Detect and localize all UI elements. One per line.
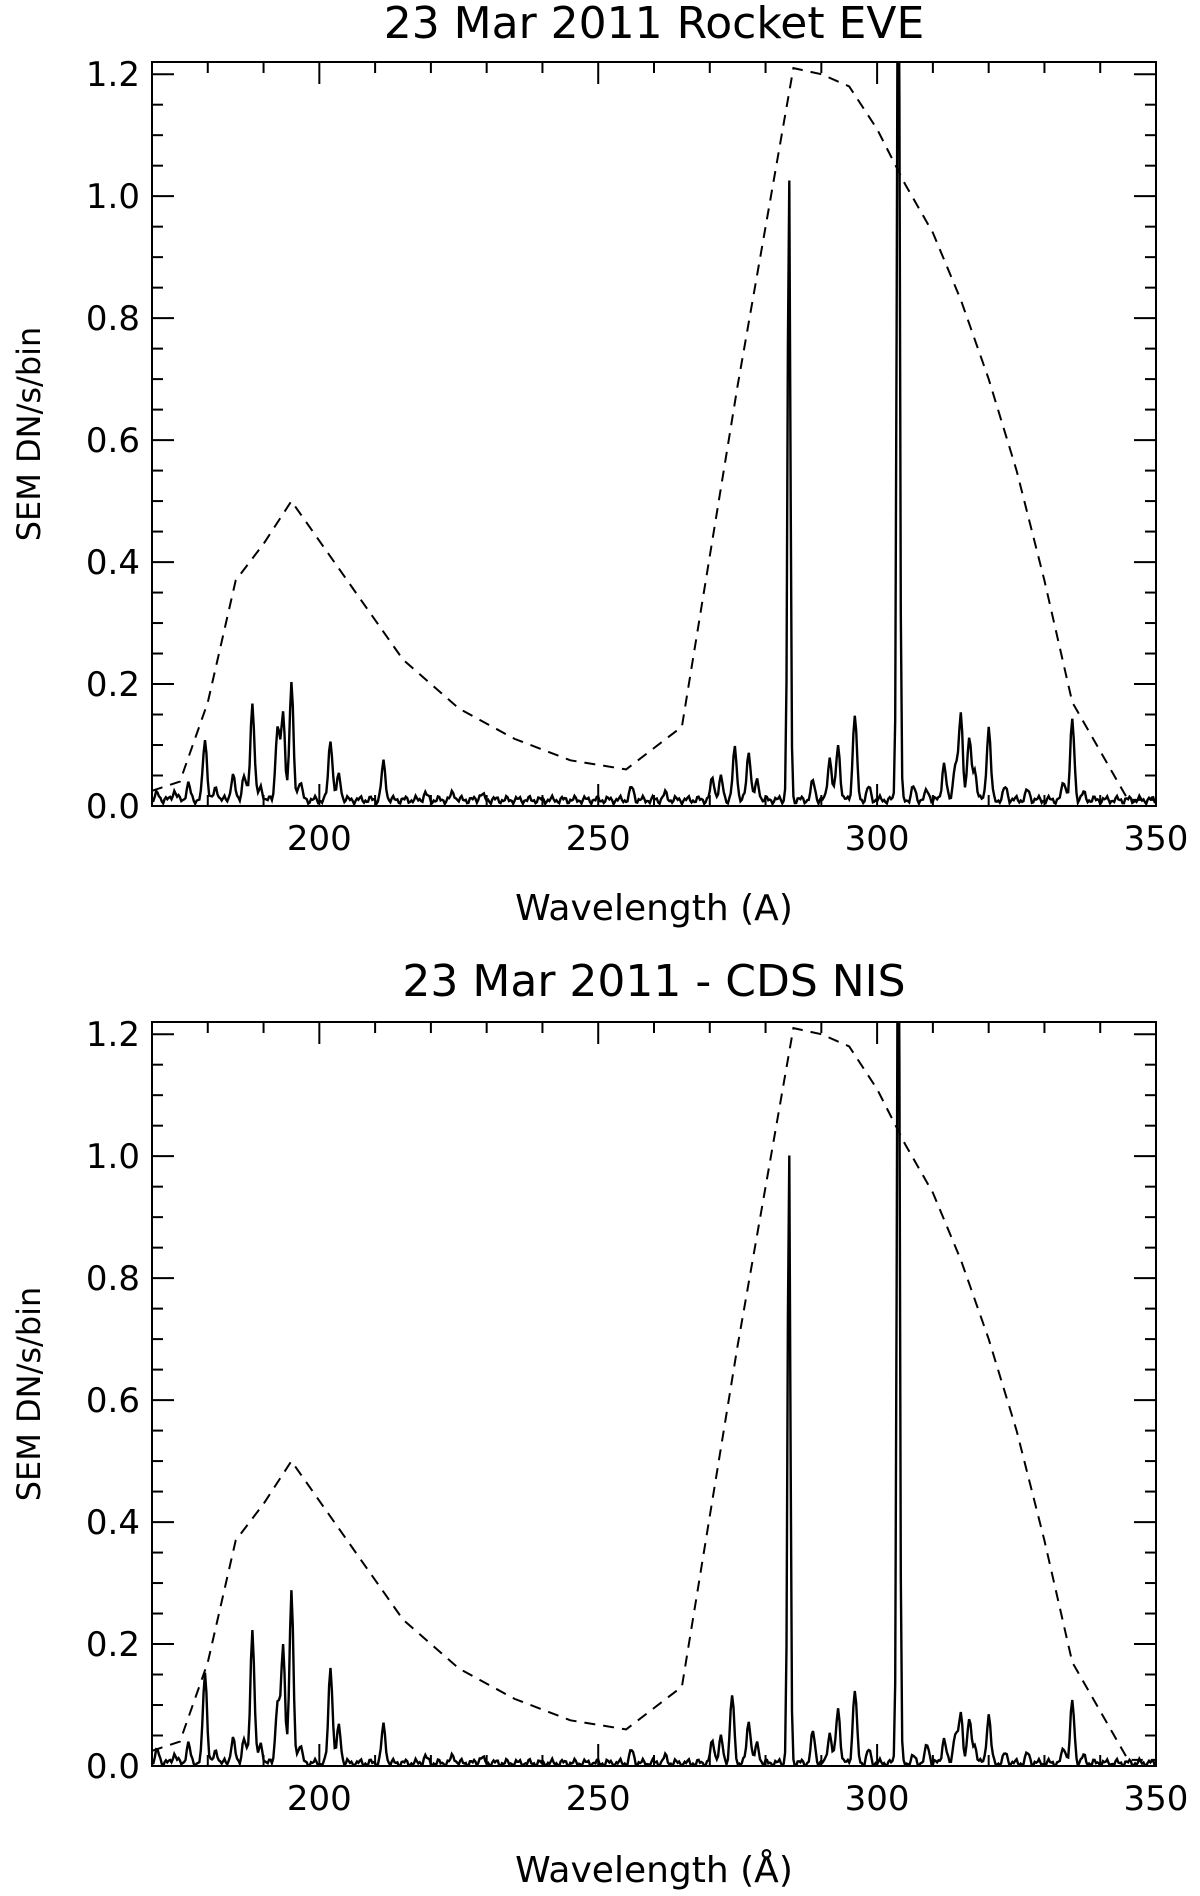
y-tick-label: 0.4 xyxy=(86,1503,140,1543)
x-tick-label: 200 xyxy=(287,1779,352,1819)
y-tick-label: 0.6 xyxy=(86,421,140,461)
x-tick-label: 350 xyxy=(1124,1779,1189,1819)
y-tick-label: 0.0 xyxy=(86,1747,140,1787)
chart-panel-rocket-eve: 23 Mar 2011 Rocket EVE SEM DN/s/bin Wave… xyxy=(10,0,1188,929)
x-tick-label: 300 xyxy=(845,819,910,859)
y-axis-label: SEM DN/s/bin xyxy=(10,1287,48,1502)
x-tick-label: 200 xyxy=(287,819,352,859)
plot-frame xyxy=(151,61,1157,807)
x-tick-label: 350 xyxy=(1124,819,1189,859)
x-tick-label: 250 xyxy=(566,1779,631,1819)
y-axis-label: SEM DN/s/bin xyxy=(10,327,48,542)
chart-panel-cds-nis: 23 Mar 2011 - CDS NIS SEM DN/s/bin Wavel… xyxy=(10,956,1189,1891)
spectrum-line xyxy=(152,1022,1156,1766)
chart-title: 23 Mar 2011 - CDS NIS xyxy=(402,956,905,1007)
response-curve-dashed xyxy=(152,1026,1156,1761)
y-tick-label: 0.6 xyxy=(86,1381,140,1421)
y-tick-label: 0.8 xyxy=(86,299,140,339)
x-axis-label: Wavelength (A) xyxy=(515,888,793,929)
y-tick-label: 0.8 xyxy=(86,1259,140,1299)
y-tick-label: 1.0 xyxy=(86,1137,140,1177)
response-curve-dashed xyxy=(152,66,1156,801)
y-tick-label: 1.0 xyxy=(86,177,140,217)
y-tick-label: 0.4 xyxy=(86,543,140,583)
y-tick-label: 0.2 xyxy=(86,665,140,705)
x-tick-label: 300 xyxy=(845,1779,910,1819)
y-tick-label: 1.2 xyxy=(86,55,140,95)
chart-title: 23 Mar 2011 Rocket EVE xyxy=(384,0,925,49)
y-tick-label: 0.0 xyxy=(86,787,140,827)
y-tick-label: 0.2 xyxy=(86,1625,140,1665)
x-tick-label: 250 xyxy=(566,819,631,859)
plot-frame xyxy=(151,1021,1157,1767)
spectrum-line xyxy=(152,62,1156,806)
y-tick-label: 1.2 xyxy=(86,1015,140,1055)
x-axis-label: Wavelength (Å) xyxy=(515,1848,793,1891)
